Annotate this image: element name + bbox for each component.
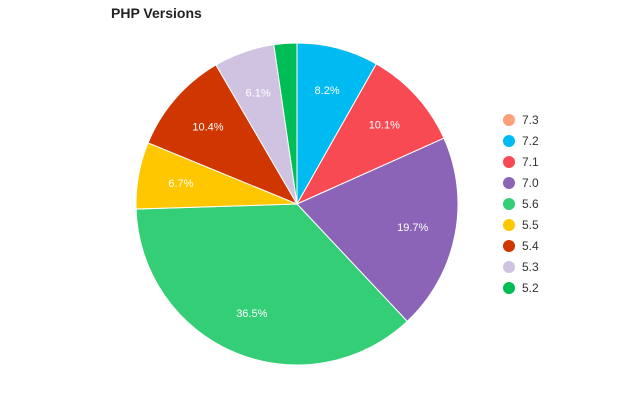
slice-label-7-0: 19.7% <box>397 222 428 234</box>
legend-label: 5.4 <box>522 238 539 253</box>
slice-label-7-1: 10.1% <box>369 120 400 132</box>
legend-label: 7.2 <box>522 133 539 148</box>
legend-item-7-2[interactable]: 7.2 <box>503 130 539 151</box>
legend-item-7-3[interactable]: 7.3 <box>503 109 539 130</box>
legend-swatch <box>503 281 515 294</box>
legend-swatch <box>503 260 515 273</box>
legend-swatch <box>503 239 515 252</box>
chart-title: PHP Versions <box>111 5 202 21</box>
slice-label-5-6: 36.5% <box>236 308 267 320</box>
legend-swatch <box>503 155 515 168</box>
slice-label-7-2: 8.2% <box>315 85 340 97</box>
pie-slice-7-1[interactable] <box>295 63 445 206</box>
pie-slice-5-6[interactable] <box>135 203 408 366</box>
slice-label-5-5: 6.7% <box>168 178 193 190</box>
legend-label: 5.3 <box>522 259 539 274</box>
legend-item-7-0[interactable]: 7.0 <box>503 172 539 193</box>
pie-slice-7-0[interactable] <box>296 137 459 323</box>
legend-label: 7.3 <box>522 112 539 127</box>
legend-label: 5.2 <box>522 280 539 295</box>
legend-item-5-5[interactable]: 5.5 <box>503 214 539 235</box>
legend-swatch <box>503 218 515 231</box>
legend-swatch <box>503 197 515 210</box>
legend-label: 7.0 <box>522 175 539 190</box>
legend-label: 7.1 <box>522 154 539 169</box>
chart-legend: 7.3 7.2 7.1 7.0 5.6 5.5 5.4 5.3 5.2 <box>503 109 539 298</box>
legend-swatch <box>503 176 515 189</box>
pie-slices <box>135 42 459 366</box>
pie-slice-5-2[interactable] <box>273 42 298 205</box>
legend-item-5-2[interactable]: 5.2 <box>503 277 539 298</box>
legend-label: 5.6 <box>522 196 539 211</box>
legend-item-5-3[interactable]: 5.3 <box>503 256 539 277</box>
legend-swatch <box>503 113 515 126</box>
slice-label-5-3: 6.1% <box>246 88 271 100</box>
legend-item-5-4[interactable]: 5.4 <box>503 235 539 256</box>
pie-slice-labels: 8.2% 10.1% 19.7% 36.5% 6.7% 10.4% 6.1% <box>168 85 428 320</box>
legend-swatch <box>503 134 515 147</box>
slice-label-5-4: 10.4% <box>192 122 223 134</box>
pie-slice-5-4[interactable] <box>147 64 299 206</box>
legend-item-5-6[interactable]: 5.6 <box>503 193 539 214</box>
legend-item-7-1[interactable]: 7.1 <box>503 151 539 172</box>
legend-label: 5.5 <box>522 217 539 232</box>
